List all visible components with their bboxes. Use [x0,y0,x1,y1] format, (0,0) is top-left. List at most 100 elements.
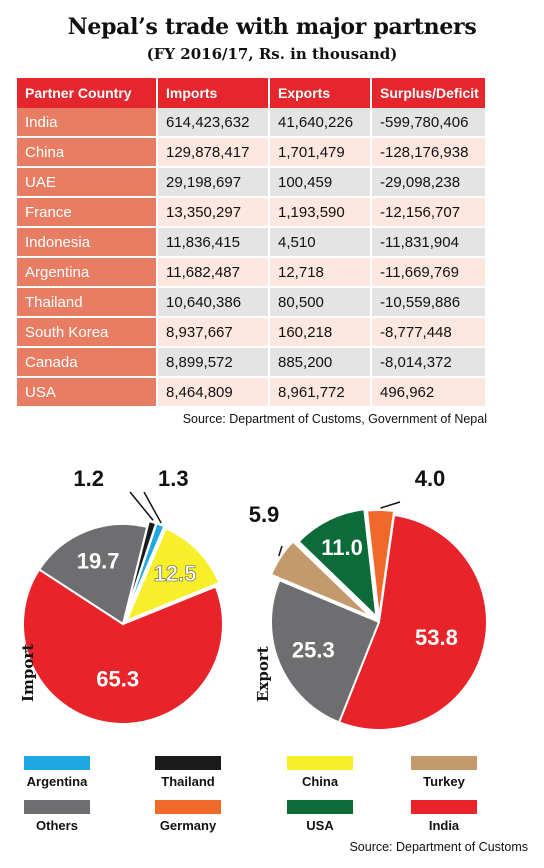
legend-label: India [428,818,460,833]
table-row: South Korea 8,937,667 160,218 -8,777,448 [17,318,487,348]
legend-item-germany: Germany [143,800,233,833]
legend-label: USA [306,818,334,833]
table-row: Indonesia 11,836,415 4,510 -11,831,904 [17,228,487,258]
legend-swatch [287,800,353,814]
chart-source: Source: Department of Customs [349,840,528,854]
table-cell-country: Thailand [17,288,158,318]
pie-slice-export-turkey [269,540,372,618]
legend-item-usa: USA [275,800,365,833]
table-cell-country: India [17,108,158,138]
legend: Argentina Thailand China Turkey Others G… [0,752,544,847]
legend-swatch [24,800,90,814]
pie-label-import: Import [19,644,37,702]
legend-label: Germany [159,818,217,833]
table-cell-exports: 80,500 [270,288,372,318]
table-cell-country: USA [17,378,158,408]
table-cell-imports: 11,836,415 [158,228,270,258]
column-header-imports: Imports [158,78,270,108]
pie-label-turkey: 5.9 [249,502,280,527]
pie-label-leader [380,501,401,509]
table-cell-surplus-deficit: -599,780,406 [372,108,487,138]
table-cell-imports: 614,423,632 [158,108,270,138]
pie-label-leader [143,491,162,524]
table-cell-exports: 1,193,590 [270,198,372,228]
table-cell-surplus-deficit: -8,014,372 [372,348,487,378]
table-cell-imports: 8,937,667 [158,318,270,348]
table-source: Source: Department of Customs, Governmen… [182,412,487,426]
table-cell-exports: 1,701,479 [270,138,372,168]
pie-label-india: 65.3 [96,667,139,692]
table-row: India 614,423,632 41,640,226 -599,780,40… [17,108,487,138]
table-cell-surplus-deficit: -12,156,707 [372,198,487,228]
pie-label-thailand: 1.2 [73,466,104,491]
pie-slice-import-argentina [124,522,166,619]
table-row: UAE 29,198,697 100,459 -29,098,238 [17,168,487,198]
table-cell-imports: 8,464,809 [158,378,270,408]
table-cell-country: China [17,138,158,168]
table-cell-exports: 4,510 [270,228,372,258]
pie-label-leader [129,491,154,521]
table-cell-surplus-deficit: -10,559,886 [372,288,487,318]
table-cell-imports: 129,878,417 [158,138,270,168]
legend-item-india: India [399,800,489,833]
pie-label-others: 19.7 [77,549,120,574]
pie-label-argentina: 1.3 [158,466,189,491]
table-cell-country: UAE [17,168,158,198]
table-row: Thailand 10,640,386 80,500 -10,559,886 [17,288,487,318]
trade-table: Partner Country Imports Exports Surplus/… [17,78,487,408]
column-header-partner-country: Partner Country [17,78,158,108]
table-cell-surplus-deficit: -11,669,769 [372,258,487,288]
column-header-exports: Exports [270,78,372,108]
pie-charts: 65.3 19.7 1.2 1.3 12.5 Import 53.8 25.3 5.9 11.0 4… [19,466,488,731]
legend-label: Turkey [423,774,465,789]
table-cell-country: Canada [17,348,158,378]
pie-label-others: 25.3 [292,638,335,663]
table-row: France 13,350,297 1,193,590 -12,156,707 [17,198,487,228]
pie-slice-export-india [337,513,488,731]
table-cell-imports: 8,899,572 [158,348,270,378]
legend-swatch [411,756,477,770]
table-row: Argentina 11,682,487 12,718 -11,669,769 [17,258,487,288]
table-cell-exports: 160,218 [270,318,372,348]
legend-swatch [155,756,221,770]
table-cell-imports: 13,350,297 [158,198,270,228]
table-cell-country: Indonesia [17,228,158,258]
pie-slice-export-others [270,578,381,724]
table-cell-exports: 41,640,226 [270,108,372,138]
table-row: USA 8,464,809 8,961,772 496,962 [17,378,487,408]
table-cell-surplus-deficit: -29,098,238 [372,168,487,198]
pie-slice-import-china [124,527,221,623]
table-cell-imports: 11,682,487 [158,258,270,288]
legend-swatch [287,756,353,770]
table-cell-exports: 8,961,772 [270,378,372,408]
pie-label-usa: 11.0 [321,535,363,560]
table-cell-country: Argentina [17,258,158,288]
legend-item-thailand: Thailand [143,756,233,789]
table-cell-country: South Korea [17,318,158,348]
pie-slice-import-india [22,568,224,725]
column-header-surplus-deficit: Surplus/Deficit [372,78,487,108]
pie-slice-export-germany [365,509,396,619]
legend-label: China [301,774,339,789]
table-cell-imports: 29,198,697 [158,168,270,198]
legend-label: Others [36,818,78,833]
legend-swatch [411,800,477,814]
table-cell-surplus-deficit: -8,777,448 [372,318,487,348]
table-cell-exports: 885,200 [270,348,372,378]
table-cell-surplus-deficit: -128,176,938 [372,138,487,168]
legend-label: Thailand [161,774,215,789]
legend-swatch [155,800,221,814]
pie-label-germany: 4.0 [415,466,446,491]
table-row: Canada 8,899,572 885,200 -8,014,372 [17,348,487,378]
legend-item-turkey: Turkey [399,756,489,789]
table-row: China 129,878,417 1,701,479 -128,176,938 [17,138,487,168]
legend-item-argentina: Argentina [12,756,102,789]
chart-title: Nepal’s trade with major partners [67,14,477,40]
legend-label: Argentina [26,774,88,789]
table-cell-surplus-deficit: 496,962 [372,378,487,408]
table-cell-imports: 10,640,386 [158,288,270,318]
table-cell-exports: 100,459 [270,168,372,198]
chart-subtitle: (FY 2016/17, Rs. in thousand) [146,45,398,63]
pie-label-export: Export [254,646,272,702]
table-cell-exports: 12,718 [270,258,372,288]
